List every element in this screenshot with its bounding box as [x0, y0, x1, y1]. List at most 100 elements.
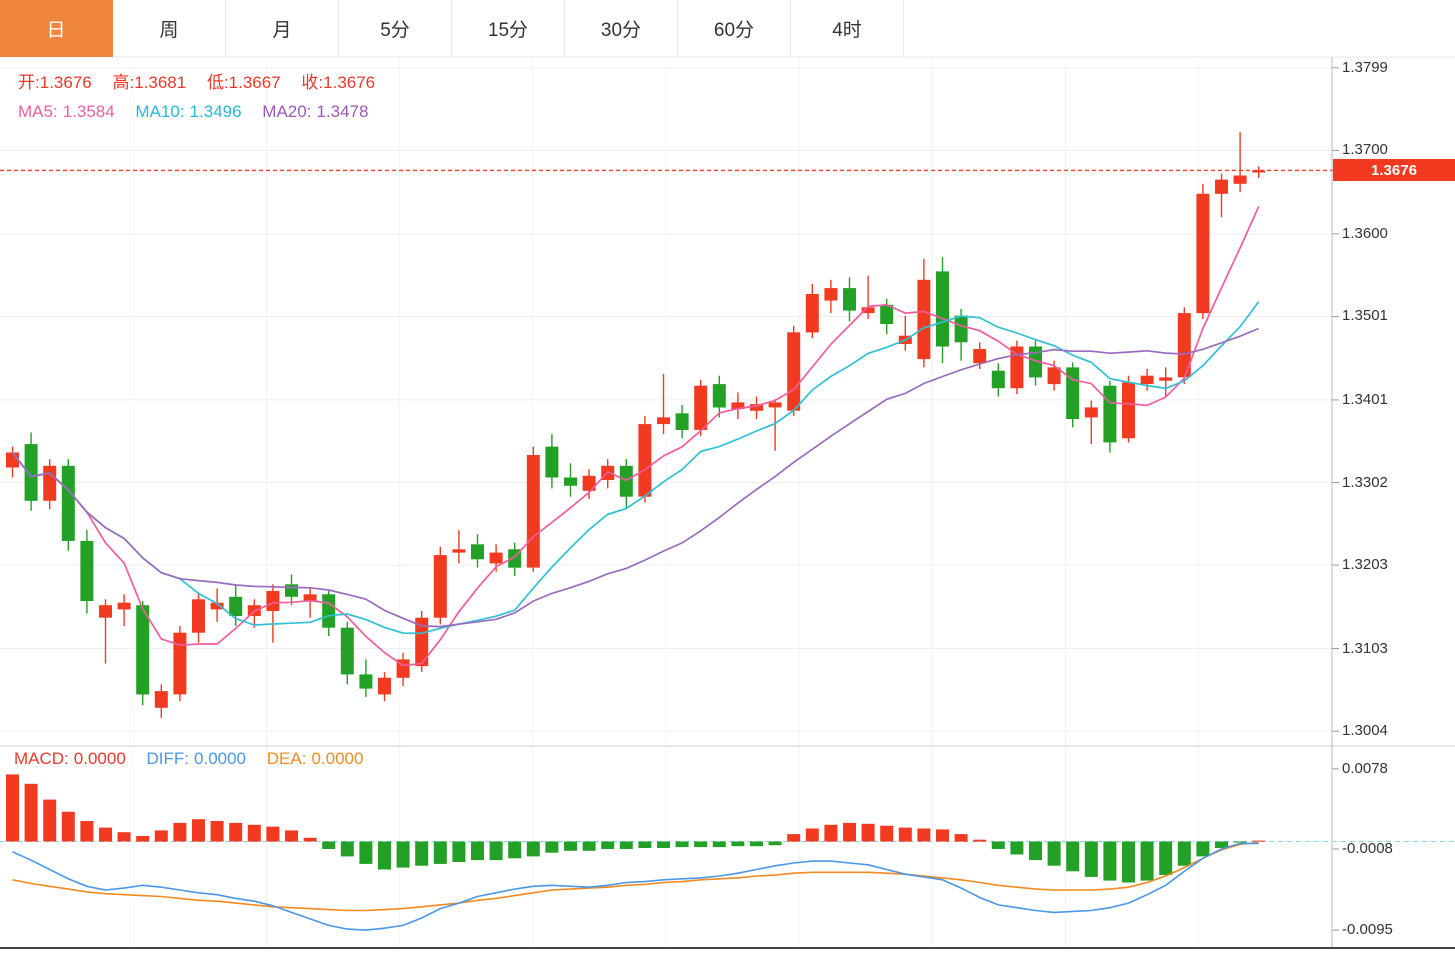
macd-hist-bar — [1047, 841, 1061, 866]
high-value: 1.3681 — [134, 73, 187, 92]
dea-value: 0.0000 — [311, 749, 364, 768]
candle-body — [136, 605, 150, 695]
macd-hist-bar — [880, 825, 894, 842]
macd-hist-bar — [954, 834, 968, 842]
macd-hist-bar — [43, 799, 57, 842]
ma10-value: 1.3496 — [189, 102, 242, 121]
price-axis-label: 1.3302 — [1342, 473, 1388, 491]
diff-field: DIFF: 0.0000 — [147, 749, 247, 768]
macd-hist-bar — [266, 826, 280, 842]
tab-4hour[interactable]: 4时 — [791, 0, 904, 57]
tab-30min[interactable]: 30分 — [565, 0, 678, 57]
ma20-field: MA20: 1.3478 — [262, 102, 368, 121]
diff-line — [12, 842, 1259, 931]
price-axis-label: 1.3103 — [1342, 639, 1388, 657]
macd-hist-bar — [991, 841, 1005, 849]
macd-hist-bar — [136, 836, 150, 842]
y-axis: 1.3799 1.3700 1.3600 1.3501 1.3401 1.3302 1.32… — [1332, 0, 1455, 956]
candle-body — [1010, 346, 1024, 389]
dea-line — [12, 841, 1259, 912]
macd-hist-bar — [824, 824, 838, 842]
tab-weekly[interactable]: 周 — [113, 0, 226, 57]
candle-body — [61, 465, 75, 541]
dea-field: DEA: 0.0000 — [267, 749, 364, 768]
macd-hist-bar — [582, 841, 596, 851]
macd-hist-bar — [80, 821, 94, 842]
candle-body — [1252, 170, 1266, 173]
candle-body — [638, 424, 652, 497]
macd-hist-bar — [154, 830, 168, 842]
candle-body — [991, 370, 1005, 389]
candle-body — [1047, 367, 1061, 385]
close-label: 收: — [301, 73, 324, 92]
candle-body — [917, 279, 931, 360]
candle-body — [731, 402, 745, 410]
ma5-line — [11, 206, 1260, 667]
candle-body — [452, 549, 466, 553]
tab-5min[interactable]: 5分 — [339, 0, 452, 57]
diff-label: DIFF: — [146, 749, 190, 768]
macd-hist-bar — [787, 834, 801, 842]
macd-hist-bar — [303, 837, 317, 842]
ma5-label: MA5: — [18, 102, 58, 121]
ma20-value: 1.3478 — [316, 102, 369, 121]
macd-hist-bar — [229, 822, 243, 842]
macd-hist-bar — [1122, 841, 1135, 883]
ma20-line — [11, 327, 1260, 628]
macd-hist-bar — [638, 841, 652, 848]
candle-body — [1029, 346, 1042, 378]
low-label: 低: — [206, 73, 229, 92]
macd-hist-bar — [247, 824, 261, 842]
ma5-field: MA5: 1.3584 — [18, 102, 115, 121]
price-legend: 开:1.3676 高:1.3681 低:1.3667 收: 1.3676 MA5:… — [18, 68, 391, 126]
macd-hist-bar — [1084, 841, 1098, 877]
ma10-field: MA10: 1.3496 — [135, 102, 241, 121]
tab-60min[interactable]: 60分 — [678, 0, 791, 57]
macd-hist-bar — [285, 830, 298, 842]
tab-monthly[interactable]: 月 — [226, 0, 339, 57]
dea-label: DEA: — [266, 749, 307, 768]
macd-hist-bar — [731, 841, 745, 847]
candle-body — [750, 404, 763, 411]
ma5-value: 1.3584 — [62, 102, 115, 121]
candle-body — [1084, 407, 1098, 418]
macd-hist-bar — [415, 841, 429, 866]
candle-body — [43, 465, 57, 501]
candle-body — [80, 540, 94, 601]
macd-hist-bar — [601, 841, 615, 849]
candle-body — [210, 602, 224, 610]
macd-hist-bar — [489, 841, 503, 861]
macd-hist-bar — [675, 841, 689, 848]
candle-body — [154, 691, 168, 708]
macd-hist-bar — [1029, 841, 1042, 861]
candle-body — [1122, 382, 1135, 439]
macd-hist-bar — [694, 841, 708, 848]
high-label: 高: — [112, 73, 135, 92]
price-axis-label: 1.3004 — [1342, 722, 1388, 740]
open-field: 开:1.3676 — [18, 73, 92, 92]
candle-body — [843, 288, 856, 311]
tab-daily[interactable]: 日 — [0, 0, 113, 57]
macd-legend: MACD: 0.0000 DIFF: 0.0000 DEA: 0.0000 — [14, 749, 379, 769]
candle-body — [545, 446, 559, 478]
tab-15min[interactable]: 15分 — [452, 0, 565, 57]
macd-hist-bar — [192, 819, 205, 842]
candle-body — [880, 304, 894, 324]
open-value: 1.3676 — [39, 73, 92, 92]
macd-hist-bar — [1196, 841, 1210, 857]
candle-body — [24, 444, 38, 501]
candle-body — [954, 315, 968, 343]
macd-hist-bar — [1177, 841, 1191, 866]
macd-hist-bar — [526, 841, 540, 857]
low-value: 1.3667 — [228, 73, 281, 92]
macd-hist-bar — [378, 841, 391, 870]
macd-hist-bar — [619, 841, 633, 849]
ma10-label: MA10: — [135, 102, 185, 121]
macd-hist-bar — [117, 832, 131, 842]
candle-body — [117, 602, 131, 610]
macd-hist-bar — [898, 827, 912, 842]
candle-body — [1103, 385, 1117, 443]
candle-body — [192, 599, 205, 633]
current-price-tag: 1.3676 — [1333, 159, 1455, 182]
